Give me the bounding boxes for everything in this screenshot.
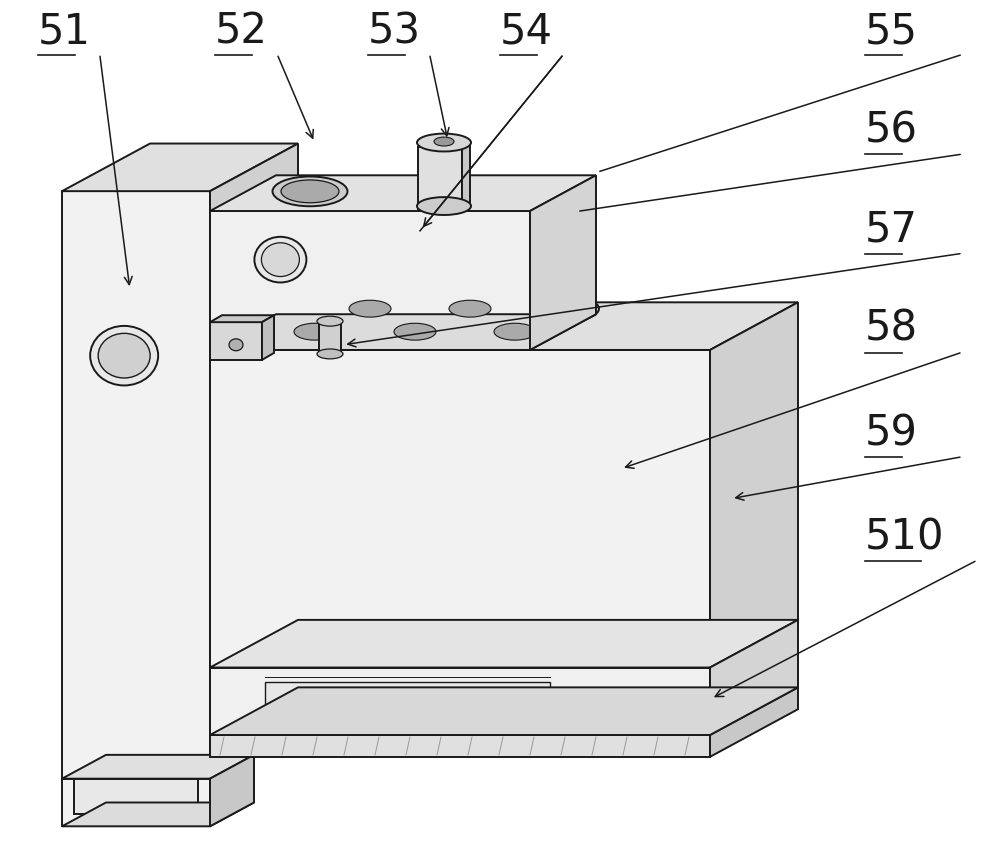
Ellipse shape: [294, 323, 336, 340]
Ellipse shape: [281, 180, 339, 203]
Polygon shape: [62, 191, 210, 779]
Ellipse shape: [286, 320, 344, 344]
Ellipse shape: [272, 177, 348, 206]
Polygon shape: [62, 755, 254, 779]
Ellipse shape: [317, 316, 343, 326]
Ellipse shape: [449, 301, 491, 317]
Polygon shape: [210, 322, 262, 360]
Polygon shape: [530, 175, 596, 350]
Ellipse shape: [494, 323, 536, 340]
Ellipse shape: [394, 323, 436, 340]
Polygon shape: [62, 144, 298, 191]
Ellipse shape: [417, 197, 471, 215]
Ellipse shape: [549, 301, 591, 317]
Polygon shape: [210, 314, 596, 350]
Ellipse shape: [434, 137, 454, 146]
Polygon shape: [710, 688, 798, 757]
Polygon shape: [74, 779, 198, 814]
Ellipse shape: [441, 297, 499, 320]
Polygon shape: [210, 144, 298, 779]
Polygon shape: [418, 146, 462, 209]
Text: 510: 510: [865, 516, 944, 559]
Text: 56: 56: [865, 109, 918, 152]
Text: 51: 51: [38, 10, 91, 52]
Polygon shape: [462, 143, 470, 209]
Polygon shape: [210, 350, 710, 668]
Text: 53: 53: [368, 10, 421, 52]
Ellipse shape: [417, 133, 471, 152]
Text: 57: 57: [865, 209, 918, 251]
Polygon shape: [62, 779, 210, 826]
Ellipse shape: [90, 326, 158, 385]
Polygon shape: [262, 315, 274, 360]
Text: 52: 52: [215, 10, 268, 52]
Text: 59: 59: [865, 412, 918, 454]
Polygon shape: [265, 682, 550, 721]
Text: 55: 55: [865, 10, 918, 52]
Text: 58: 58: [865, 308, 918, 350]
Text: 54: 54: [500, 10, 553, 52]
Polygon shape: [62, 803, 254, 826]
Polygon shape: [210, 688, 798, 735]
Polygon shape: [210, 302, 798, 350]
Ellipse shape: [254, 236, 306, 282]
Ellipse shape: [317, 349, 343, 359]
Ellipse shape: [541, 297, 599, 320]
Ellipse shape: [349, 301, 391, 317]
Ellipse shape: [98, 333, 150, 378]
Ellipse shape: [229, 339, 243, 351]
Polygon shape: [319, 324, 341, 354]
Polygon shape: [210, 755, 254, 826]
Polygon shape: [210, 175, 596, 211]
Ellipse shape: [261, 242, 299, 276]
Ellipse shape: [386, 320, 444, 344]
Polygon shape: [210, 211, 530, 350]
Polygon shape: [710, 302, 798, 668]
Polygon shape: [210, 315, 274, 322]
Polygon shape: [710, 620, 798, 735]
Ellipse shape: [341, 297, 399, 320]
Polygon shape: [210, 735, 710, 757]
Ellipse shape: [486, 320, 544, 344]
Polygon shape: [210, 668, 710, 735]
Polygon shape: [210, 620, 798, 668]
